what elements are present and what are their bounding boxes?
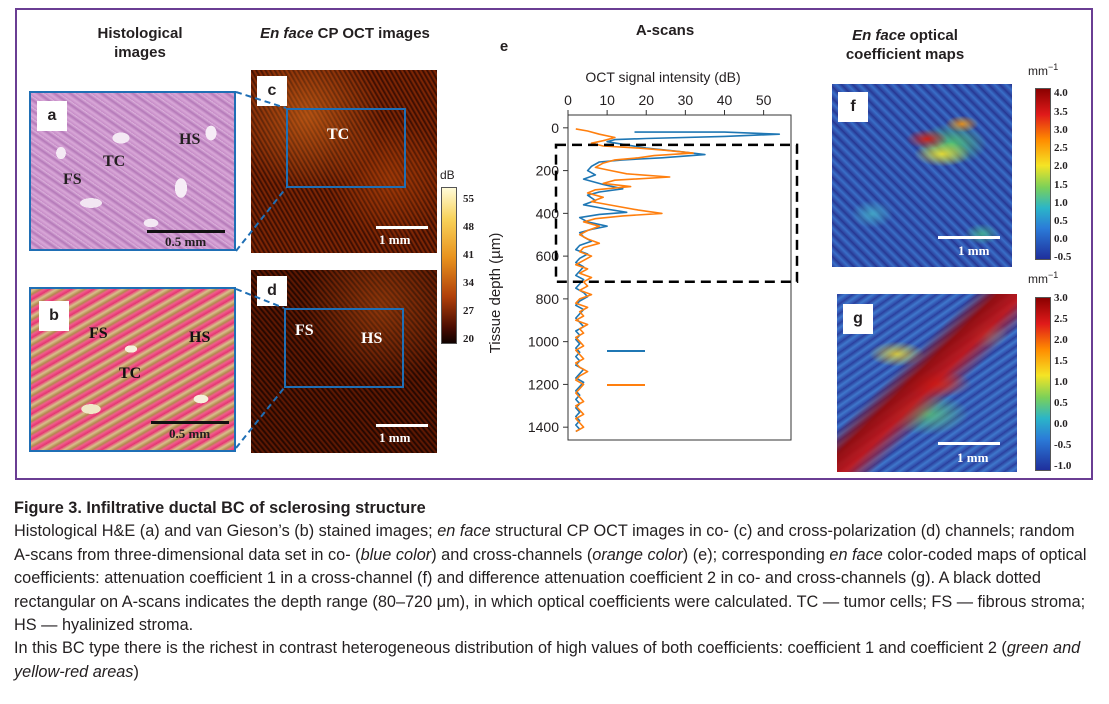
panel-b-scale-text: 0.5 mm	[169, 426, 211, 441]
f-colorbar-tick: 3.5	[1054, 106, 1068, 118]
f-colorbar-tick: 3.0	[1054, 124, 1068, 136]
panel-d-fs-label: FS	[295, 322, 314, 339]
g-colorbar	[1035, 297, 1051, 471]
ascan-ytick-label: 0	[551, 120, 559, 136]
panel-a-scale-bar	[147, 230, 225, 233]
ascan-ytick-label: 1200	[528, 376, 559, 392]
f-colorbar-tick: 1.0	[1054, 197, 1068, 209]
g-colorbar-tick: -0.5	[1054, 439, 1072, 451]
figure-frame	[15, 8, 1093, 480]
ascan-xtick-label: 50	[756, 92, 772, 108]
oct-colorbar-tick: 27	[463, 305, 474, 317]
ascan-xtick-label: 0	[564, 92, 572, 108]
header-histology: Histological images	[97, 25, 183, 61]
ascan-ylabel: Tissue depth (µm)	[487, 233, 504, 354]
f-colorbar-tick: 2.0	[1054, 160, 1068, 172]
oct-colorbar-tick: 20	[463, 333, 474, 345]
figure-caption: Figure 3. Infiltrative ductal BC of scle…	[14, 497, 1094, 684]
panel-b-fs-label: FS	[89, 325, 108, 342]
oct-colorbar-tick: 34	[463, 277, 474, 289]
panel-a-fs-label: FS	[63, 171, 82, 188]
oct-colorbar-tick: 48	[463, 221, 474, 233]
f-colorbar-tick: 2.5	[1054, 142, 1068, 154]
f-colorbar	[1035, 88, 1051, 260]
panel-b-hs-label: HS	[189, 329, 211, 346]
panel-c-scale-text: 1 mm	[379, 232, 411, 247]
caption-paragraph-1: Histological H&E (a) and van Gieson’s (b…	[14, 522, 1087, 635]
panel-a-scale-text: 0.5 mm	[165, 234, 207, 249]
panel-f-scale-bar	[938, 236, 1000, 239]
g-colorbar-tick: 2.5	[1054, 313, 1068, 325]
g-colorbar-tick: 1.0	[1054, 376, 1068, 388]
f-colorbar-tick: 0.5	[1054, 215, 1068, 227]
panel-a-hs-label: HS	[179, 131, 201, 148]
f-colorbar-tick: -0.5	[1054, 251, 1072, 263]
panel-c-roi-box	[286, 108, 406, 188]
header-ascans: A-scans	[635, 22, 695, 39]
oct-colorbar-tick: 55	[463, 193, 474, 205]
panel-a-label: a	[37, 101, 67, 131]
g-colorbar-tick: 0.5	[1054, 397, 1068, 409]
panel-c-oct-co-image: c TC 1 mm	[251, 70, 437, 253]
panel-f-map: f 1 mm	[832, 84, 1012, 267]
f-colorbar-tick: 0.0	[1054, 233, 1068, 245]
g-colorbar-tick: 2.0	[1054, 334, 1068, 346]
panel-d-hs-label: HS	[361, 330, 383, 347]
g-colorbar-tick: -1.0	[1054, 460, 1072, 472]
panel-g-scale-text: 1 mm	[957, 450, 989, 465]
ascan-xtick-label: 20	[638, 92, 654, 108]
panel-f-scale-text: 1 mm	[958, 243, 990, 258]
panel-d-scale-bar	[376, 424, 428, 427]
panel-c-tc-label: TC	[327, 126, 350, 143]
panel-c-scale-bar	[376, 226, 428, 229]
oct-colorbar-unit: dB	[440, 168, 455, 182]
ascan-ytick-label: 1400	[528, 419, 559, 435]
ascan-xlabel: OCT signal intensity (dB)	[585, 69, 740, 85]
panel-d-roi-box	[284, 308, 404, 388]
panel-g-label: g	[843, 304, 873, 334]
depth-range-box	[554, 143, 799, 284]
g-colorbar-unit: mm−1	[1028, 270, 1059, 286]
ascan-axes-box	[567, 114, 792, 441]
panel-d-scale-text: 1 mm	[379, 430, 411, 445]
f-colorbar-tick: 1.5	[1054, 179, 1068, 191]
ascan-ytick-label: 600	[536, 248, 560, 264]
f-colorbar-tick: 4.0	[1054, 87, 1068, 99]
header-oct: En face CP OCT images	[260, 25, 430, 42]
ascan-xtick-label: 30	[678, 92, 694, 108]
panel-d-label: d	[257, 276, 287, 306]
panel-b-label: b	[39, 301, 69, 331]
panel-d-oct-cross-image: d FS HS 1 mm	[251, 270, 437, 453]
panel-a-tc-label: TC	[103, 153, 126, 170]
ascan-ytick-label: 200	[536, 163, 560, 179]
panel-c-label: c	[257, 76, 287, 106]
ascan-xtick-label: 40	[717, 92, 733, 108]
caption-title: Figure 3. Infiltrative ductal BC of scle…	[14, 499, 426, 517]
ascan-ytick-label: 1000	[528, 334, 559, 350]
oct-colorbar	[441, 187, 457, 344]
panel-b-vg-image: b FS TC HS 0.5 mm	[29, 287, 236, 452]
panel-a-he-image: a TC FS HS 0.5 mm	[29, 91, 236, 251]
ascan-chart: OCT signal intensity (dB) 0 10 20 30 40 50 0 2…	[487, 69, 799, 441]
ascan-ytick-label: 800	[536, 291, 560, 307]
panel-b-tc-label: TC	[119, 365, 142, 382]
panel-e-label: e	[494, 36, 514, 58]
caption-paragraph-2: In this BC type there is the richest in …	[14, 639, 1081, 681]
g-colorbar-tick: 3.0	[1054, 292, 1068, 304]
oct-colorbar-tick: 41	[463, 249, 474, 261]
panel-f-label: f	[838, 92, 868, 122]
g-colorbar-tick: 0.0	[1054, 418, 1068, 430]
panel-b-scale-bar	[151, 421, 229, 424]
f-colorbar-unit: mm−1	[1028, 62, 1059, 78]
panel-g-map: g 1 mm	[837, 294, 1017, 472]
header-maps: En face optical coefficient maps	[845, 27, 965, 63]
g-colorbar-tick: 1.5	[1054, 355, 1068, 367]
ascan-ytick-label: 400	[536, 205, 560, 221]
ascan-series-cross	[575, 128, 694, 433]
panel-g-scale-bar	[938, 442, 1000, 445]
ascan-xtick-label: 10	[599, 92, 615, 108]
